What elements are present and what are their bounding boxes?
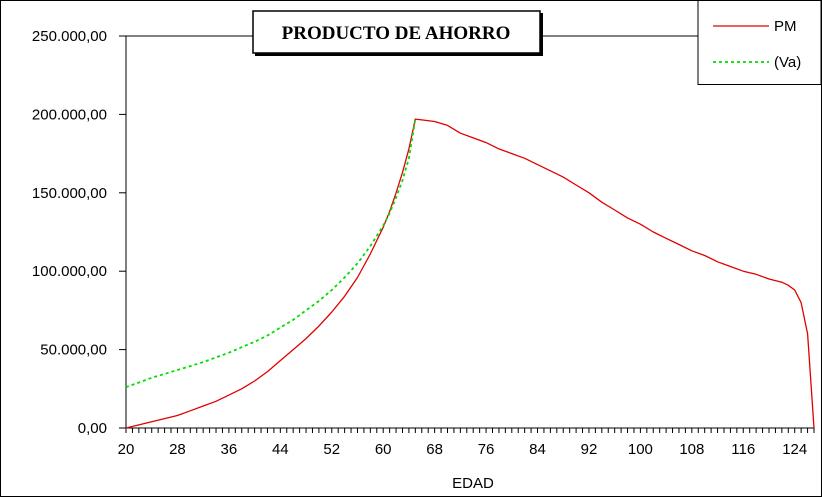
tick-labels: 0,00 50.000,00 100.000,00 150.000,00 200.000… [32, 28, 807, 458]
x-tick-label: 100 [628, 441, 653, 458]
y-tick-label: 150.000,00 [32, 185, 107, 202]
x-tick-label: 52 [323, 441, 340, 458]
y-tick-label: 0,00 [78, 420, 107, 437]
legend: PM (Va) [697, 0, 822, 85]
chart-title-box: PRODUCTO DE AHORRO [252, 10, 543, 56]
x-axis-label: EDAD [452, 475, 494, 492]
x-tick-label: 92 [581, 441, 598, 458]
chart-title: PRODUCTO DE AHORRO [282, 23, 511, 44]
x-tick-label: 68 [426, 441, 443, 458]
x-tick-label: 124 [782, 441, 807, 458]
y-tick-label: 100.000,00 [32, 263, 107, 280]
x-tick-label: 28 [169, 441, 186, 458]
series-line-pm [125, 118, 815, 429]
legend-label-pm: PM [774, 18, 797, 35]
y-tick-label: 200.000,00 [32, 106, 107, 123]
y-tick-label: 50.000,00 [40, 342, 107, 359]
x-tick-label: 84 [529, 441, 546, 458]
x-tick-label: 76 [478, 441, 495, 458]
x-tick-label: 108 [679, 441, 704, 458]
x-tick-label: 60 [375, 441, 392, 458]
x-tick-label: 116 [731, 441, 755, 458]
series-layer [125, 118, 815, 429]
x-tick-label: 36 [221, 441, 238, 458]
legend-label-va: (Va) [774, 54, 801, 71]
y-tick-label: 250.000,00 [32, 28, 107, 45]
series-line-va [125, 118, 417, 389]
x-tick-label: 44 [272, 441, 289, 458]
axes [119, 35, 815, 433]
x-tick-label: 20 [118, 441, 135, 458]
